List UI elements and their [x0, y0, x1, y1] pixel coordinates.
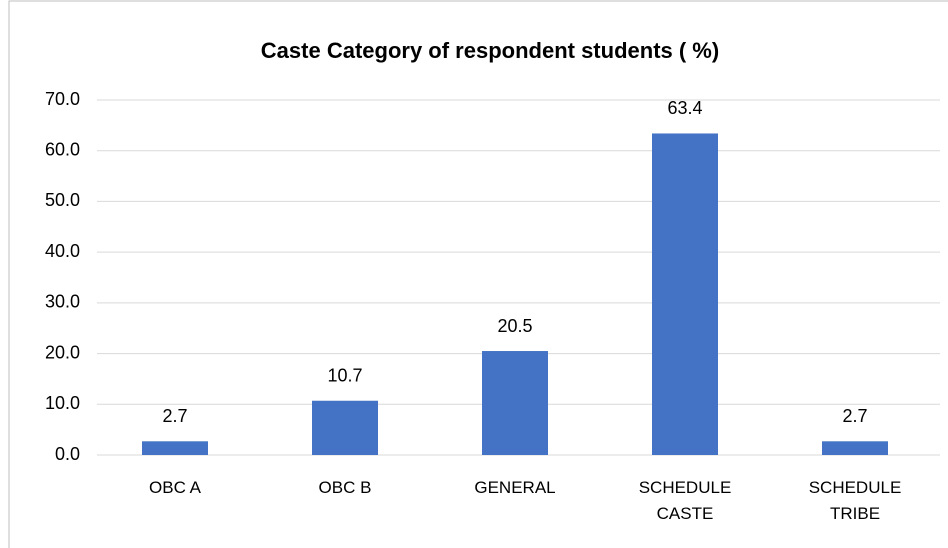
y-tick-label: 10.0 [45, 393, 80, 413]
y-tick-label: 70.0 [45, 89, 80, 109]
value-label: 2.7 [842, 406, 867, 426]
bar [312, 400, 378, 455]
y-tick-label: 0.0 [55, 444, 80, 464]
x-tick-label: SCHEDULE TRIBE [808, 478, 902, 523]
x-tick-label: OBC A [149, 478, 201, 497]
y-tick-label: 60.0 [45, 139, 80, 159]
y-tick-label: 40.0 [45, 241, 80, 261]
chart-title: Caste Category of respondent students ( … [261, 38, 719, 63]
chart-border [8, 0, 948, 548]
bar [652, 133, 718, 455]
x-tick-label: SCHEDULE CASTE [638, 478, 732, 523]
x-tick-label: GENERAL [474, 478, 556, 497]
y-tick-label: 20.0 [45, 342, 80, 362]
value-label: 10.7 [327, 365, 362, 385]
value-label: 2.7 [162, 406, 187, 426]
value-label: 63.4 [667, 98, 702, 118]
y-tick-label: 30.0 [45, 292, 80, 312]
y-tick-label: 50.0 [45, 190, 80, 210]
bar [142, 441, 208, 455]
value-label: 20.5 [497, 316, 532, 336]
bar [482, 351, 548, 455]
bar [822, 441, 888, 455]
x-tick-label: OBC B [318, 478, 372, 497]
